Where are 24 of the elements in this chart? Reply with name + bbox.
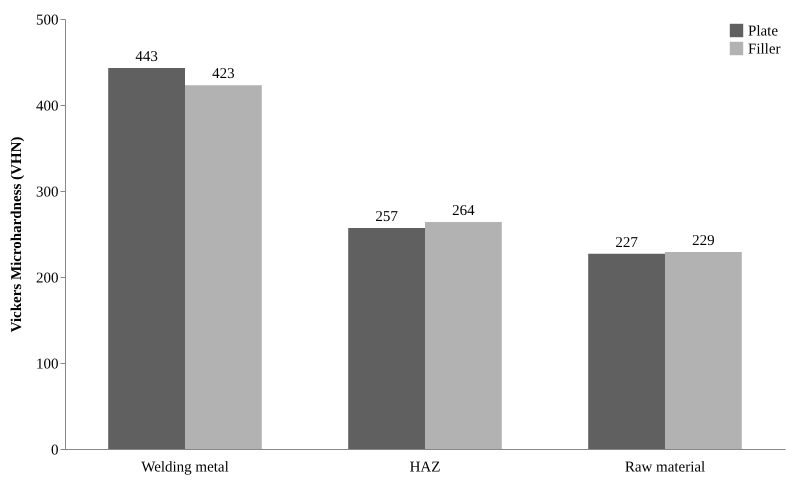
- x-tick-label: HAZ: [410, 460, 440, 476]
- legend-label: Plate: [748, 24, 778, 40]
- x-tick-label: Welding metal: [141, 460, 229, 476]
- data-label: 257: [375, 208, 398, 225]
- bar: [108, 68, 185, 449]
- data-label: 264: [452, 202, 476, 219]
- y-tick-label: 100: [36, 356, 58, 372]
- bar: [665, 252, 742, 449]
- data-label: 229: [692, 233, 715, 250]
- y-axis-title: Vickers Microhardness (VHN): [9, 136, 25, 332]
- legend-label: Filler: [748, 42, 780, 58]
- y-tick-label: 0: [51, 442, 58, 458]
- y-tick-label: 300: [36, 184, 58, 200]
- data-label: 227: [615, 234, 638, 251]
- y-tick-label: 400: [36, 98, 58, 114]
- data-label: 443: [135, 49, 158, 66]
- x-tick-label: Raw material: [624, 460, 706, 476]
- bar: [348, 228, 425, 449]
- y-tick-label: 200: [36, 270, 58, 286]
- bar: [588, 254, 665, 449]
- bar: [185, 85, 262, 449]
- data-label: 423: [212, 66, 235, 82]
- bar: [425, 222, 502, 449]
- y-tick-label: 500: [36, 12, 58, 28]
